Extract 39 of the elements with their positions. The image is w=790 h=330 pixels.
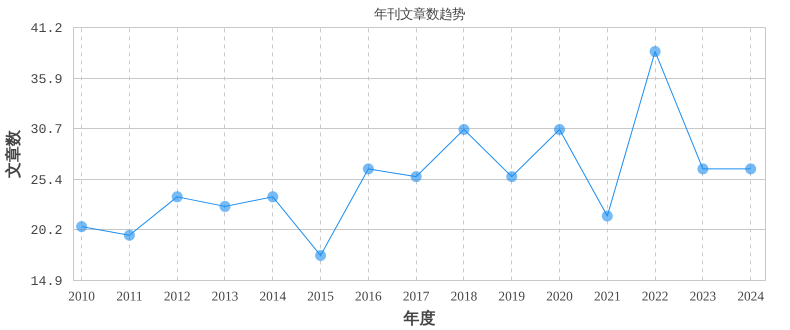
x-tick-label: 2021: [594, 288, 621, 304]
point: [602, 210, 613, 222]
y-tick-label: 35.9: [30, 72, 63, 88]
x-tick-label: 2020: [546, 288, 574, 304]
point: [219, 200, 230, 212]
x-tick-label: 2024: [737, 288, 764, 304]
x-tick-label: 2010: [68, 288, 96, 304]
x-tick-label: 2011: [116, 288, 143, 304]
y-tick-label: 14.9: [30, 275, 63, 290]
x-tick-label: 2016: [355, 288, 382, 304]
y-tick-label: 20.2: [30, 224, 63, 240]
point: [554, 124, 566, 135]
point: [650, 46, 661, 58]
point: [410, 171, 422, 182]
point: [362, 163, 374, 174]
point: [458, 124, 470, 135]
x-tick-label: 2023: [690, 288, 717, 304]
y-tick-label: 41.2: [30, 22, 63, 37]
point: [697, 163, 708, 174]
x-tick-label: 2013: [212, 288, 239, 304]
y-axis-title: 文章数: [4, 129, 23, 179]
point: [315, 250, 326, 261]
point: [76, 221, 88, 232]
y-tick-label: 30.7: [30, 123, 63, 138]
x-tick-label: 2012: [164, 288, 191, 304]
point: [745, 163, 756, 174]
x-tick-label: 2018: [450, 288, 478, 304]
x-tick-label: 2014: [259, 288, 286, 304]
chart-title: 年刊文章数趋势: [374, 8, 465, 22]
point: [267, 191, 278, 202]
point: [172, 191, 183, 202]
x-tick-label: 2022: [642, 288, 668, 304]
y-tick-label: 25.4: [30, 174, 63, 189]
x-axis-title: 年度: [402, 308, 436, 328]
point: [124, 230, 135, 241]
x-tick-label: 2015: [307, 288, 334, 304]
x-tick-label: 2017: [402, 288, 430, 304]
x-tick-label: 2019: [498, 288, 526, 304]
point: [506, 171, 518, 182]
